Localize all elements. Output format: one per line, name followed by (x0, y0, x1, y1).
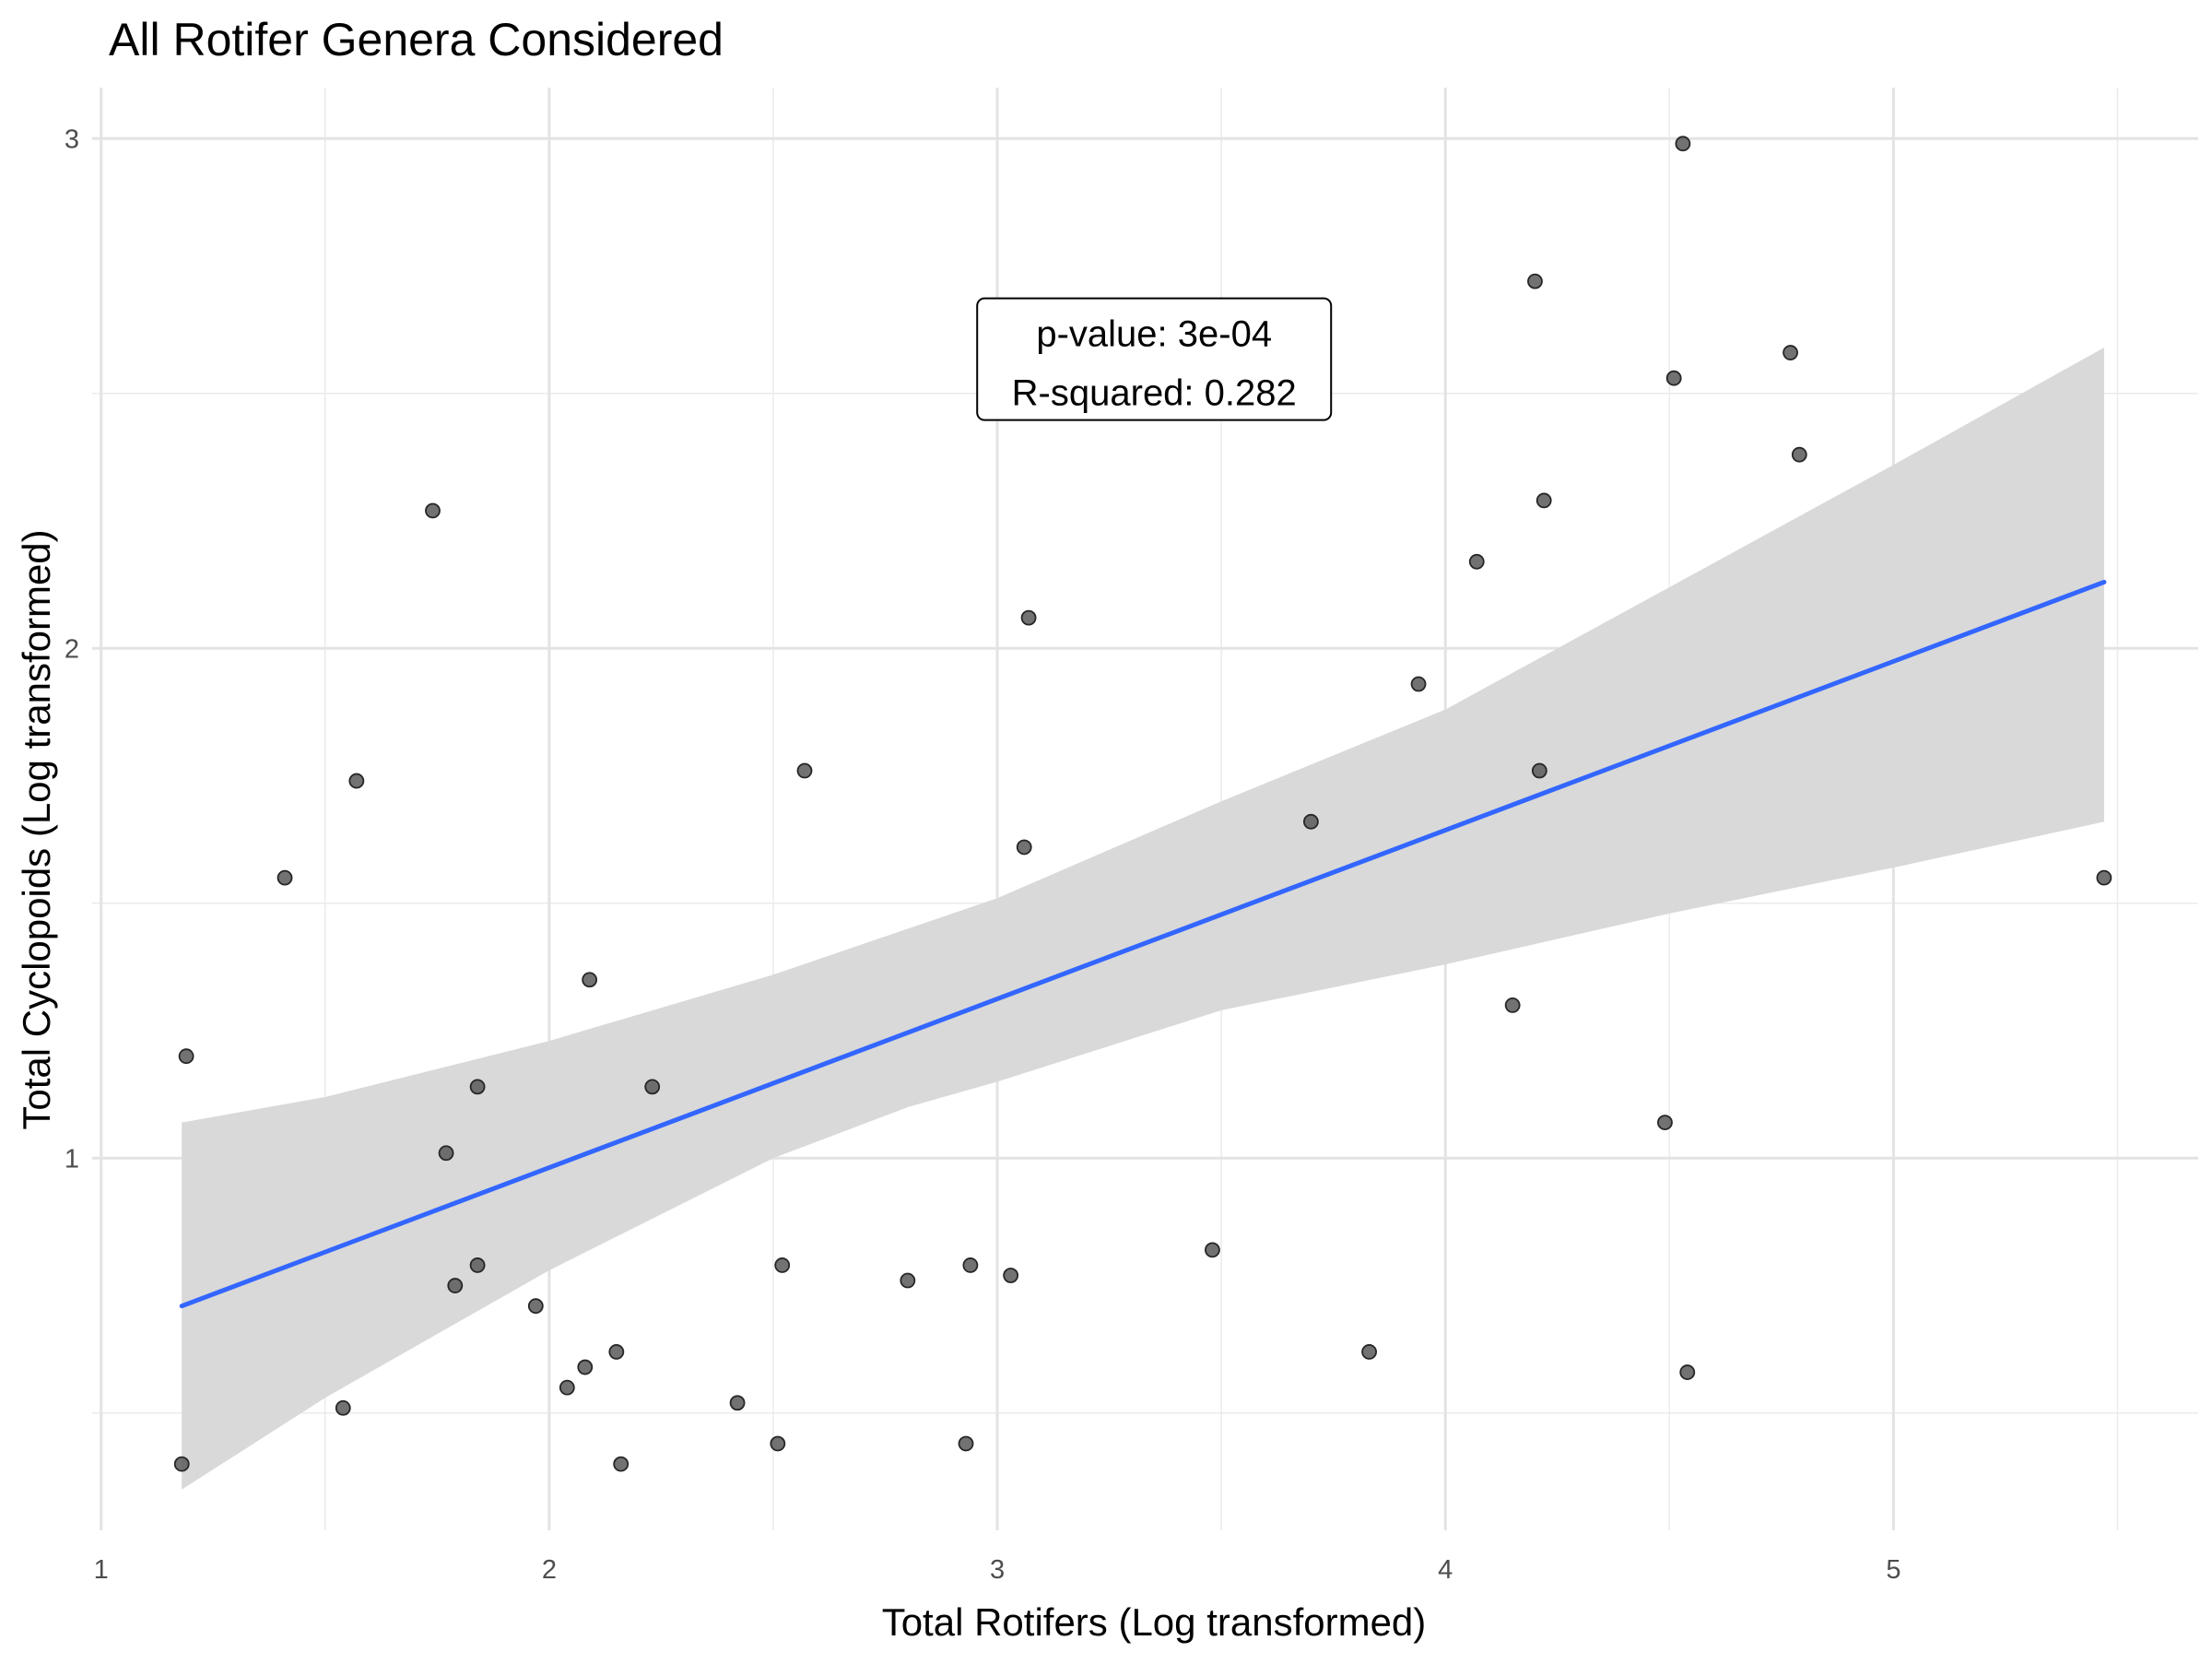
data-point (1361, 1344, 1377, 1360)
axis-tick-labels: 1 2 3 4 5 1 2 3 (65, 124, 1901, 1585)
data-point (1535, 492, 1552, 509)
data-point (1531, 762, 1547, 779)
data-point (958, 1435, 974, 1452)
y-tick-label: 3 (65, 124, 79, 154)
data-point (1504, 997, 1521, 1013)
annotation-p-value: p-value: 3e-04 (1036, 314, 1272, 355)
data-point (1791, 446, 1807, 463)
data-point (582, 972, 598, 988)
regression-line (179, 579, 2107, 1309)
data-point (1527, 273, 1543, 289)
stats-annotation: p-value: 3e-04 R-squared: 0.282 (976, 297, 1333, 421)
chart-title: All Rotifer Genera Considered (109, 14, 724, 65)
data-point (770, 1435, 786, 1452)
data-point (1020, 609, 1037, 626)
data-point (1665, 370, 1682, 386)
data-point (1657, 1115, 1673, 1130)
data-point (178, 1048, 194, 1065)
data-point (1016, 839, 1032, 856)
x-tick-label: 2 (542, 1555, 557, 1585)
data-point (438, 1145, 454, 1162)
data-point (173, 1456, 190, 1472)
annotation-box (976, 297, 1333, 421)
data-point (577, 1359, 594, 1375)
annotation-r-squared: R-squared: 0.282 (1012, 373, 1297, 414)
data-point (559, 1379, 575, 1396)
data-point (425, 502, 441, 519)
y-tick-label: 2 (65, 634, 79, 664)
x-tick-label: 4 (1438, 1555, 1453, 1585)
x-tick-label: 1 (94, 1555, 109, 1585)
data-point (527, 1298, 544, 1315)
data-point (2096, 869, 2112, 886)
data-point (1468, 553, 1485, 570)
data-point (348, 773, 365, 789)
confidence-band-group (182, 348, 2104, 1490)
x-tick-label: 3 (990, 1555, 1005, 1585)
data-point (900, 1272, 916, 1289)
y-axis-title: Total Cyclopoids (Log transformed) (15, 529, 58, 1129)
data-point (774, 1257, 791, 1273)
data-point (1003, 1268, 1019, 1283)
data-point (613, 1456, 629, 1472)
x-tick-label: 5 (1886, 1555, 1900, 1585)
data-point (796, 762, 813, 779)
data-point (447, 1278, 464, 1293)
y-tick-label: 1 (65, 1144, 79, 1174)
data-point (1302, 813, 1319, 830)
data-point (644, 1079, 661, 1095)
data-point (276, 869, 293, 886)
data-point (729, 1395, 746, 1411)
data-point (469, 1079, 486, 1095)
scatter-points (173, 136, 2112, 1472)
data-point (1205, 1242, 1220, 1258)
data-point (1675, 136, 1691, 152)
data-point (1410, 676, 1427, 692)
data-point (335, 1399, 351, 1416)
data-point (1783, 345, 1798, 360)
confidence-band (182, 348, 2104, 1490)
data-point (962, 1257, 979, 1273)
data-point (1679, 1364, 1696, 1380)
data-point (608, 1344, 625, 1360)
regression-line-group (179, 579, 2107, 1309)
data-point (469, 1257, 486, 1273)
x-axis-title: Total Rotifers (Log transformed) (882, 1600, 1427, 1644)
